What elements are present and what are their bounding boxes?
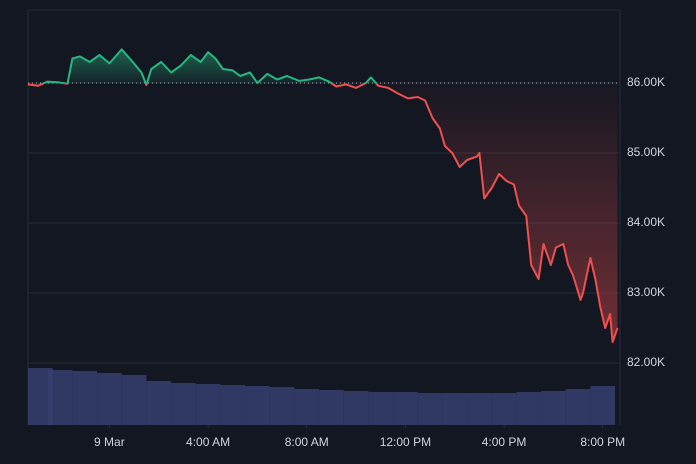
y-tick-label: 84.00K bbox=[627, 215, 665, 229]
volume-bar bbox=[393, 392, 418, 425]
x-tick-label: 8:00 PM bbox=[580, 435, 625, 449]
y-tick-label: 83.00K bbox=[627, 285, 665, 299]
volume-bar bbox=[269, 387, 295, 425]
volume-bar bbox=[541, 391, 566, 425]
volume-bar bbox=[245, 386, 270, 425]
x-tick-label: 12:00 PM bbox=[380, 435, 431, 449]
volume-bar bbox=[121, 375, 147, 425]
volume-bar bbox=[491, 393, 517, 425]
y-tick-label: 86.00K bbox=[627, 75, 665, 89]
volume-bar bbox=[516, 392, 542, 425]
volume-bar bbox=[343, 391, 369, 425]
volume-bar bbox=[171, 383, 196, 425]
volume-bar bbox=[146, 381, 172, 425]
volume-bar bbox=[195, 384, 221, 425]
volume-bar bbox=[442, 393, 468, 425]
area bbox=[28, 49, 618, 343]
volume-bar bbox=[220, 385, 246, 425]
x-tick-label: 8:00 AM bbox=[285, 435, 329, 449]
volume-bar bbox=[319, 390, 344, 425]
x-tick-label: 4:00 PM bbox=[482, 435, 527, 449]
volume-bar bbox=[97, 373, 122, 425]
x-tick-label: 9 Mar bbox=[94, 435, 125, 449]
volume-bar bbox=[565, 389, 591, 425]
x-tick-label: 4:00 AM bbox=[186, 435, 230, 449]
y-tick-label: 82.00K bbox=[627, 355, 665, 369]
volume-bar bbox=[72, 371, 98, 425]
price-line bbox=[27, 48, 619, 343]
volume-bar bbox=[47, 370, 73, 425]
volume-bar bbox=[368, 392, 394, 425]
volume-bar bbox=[590, 386, 616, 425]
volume-bar bbox=[467, 393, 492, 425]
volume-bar bbox=[417, 393, 443, 425]
volume-bar bbox=[294, 389, 320, 425]
y-tick-label: 85.00K bbox=[627, 145, 665, 159]
